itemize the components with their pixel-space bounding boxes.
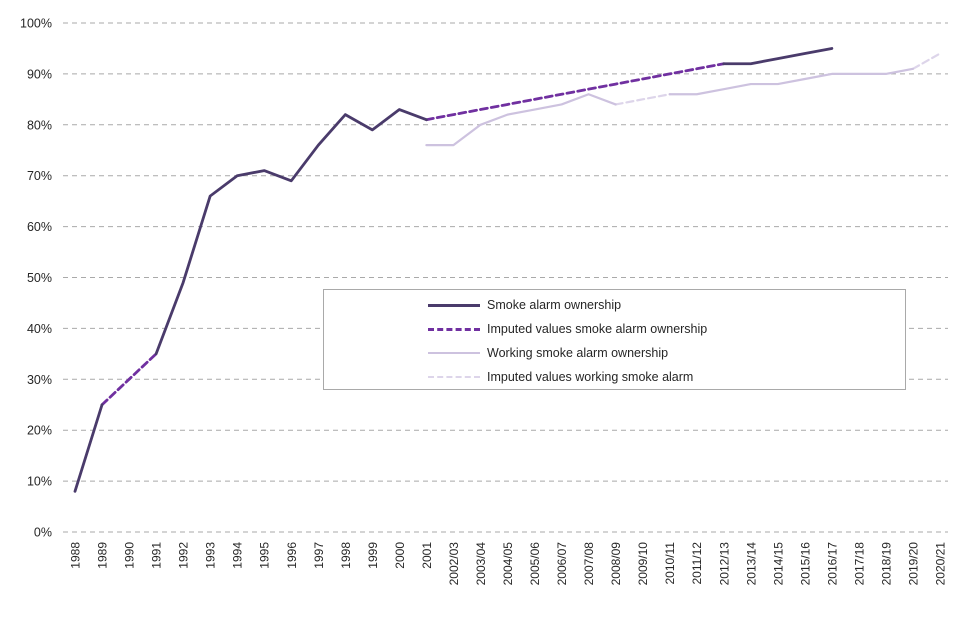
x-axis-tick-label: 2019/20 xyxy=(906,542,920,586)
x-axis-tick-label: 2006/07 xyxy=(555,542,569,586)
x-axis-tick-label: 2011/12 xyxy=(690,542,704,585)
y-axis-tick-label: 40% xyxy=(27,322,52,336)
smoke-alarm-ownership-line xyxy=(73,47,834,493)
x-axis-tick-label: 2004/05 xyxy=(501,542,515,586)
imputed-values-smoke-alarm-ownership-segment xyxy=(425,62,726,122)
x-axis-tick-label: 2012/13 xyxy=(717,542,731,586)
x-axis-tick-label: 2007/08 xyxy=(582,542,596,586)
legend-item: Imputed values working smoke alarm xyxy=(324,365,905,389)
x-axis-tick-label: 2000 xyxy=(393,542,407,569)
legend-item-label: Working smoke alarm ownership xyxy=(487,346,669,360)
y-axis-tick-label: 80% xyxy=(27,118,52,132)
x-axis-tick-label: 1999 xyxy=(366,542,380,569)
x-axis-tick-label: 2018/19 xyxy=(879,542,893,586)
working-smoke-alarm-ownership-segment xyxy=(425,93,617,147)
working-smoke-alarm-ownership-segment xyxy=(668,67,915,96)
y-axis-tick-label: 0% xyxy=(34,526,52,540)
legend-item: Imputed values smoke alarm ownership xyxy=(324,317,905,341)
x-axis-tick-label: 2015/16 xyxy=(798,542,812,586)
y-axis-tick-label: 30% xyxy=(27,373,52,387)
x-axis-tick-label: 2010/11 xyxy=(663,542,677,585)
x-axis-tick-label: 2001 xyxy=(420,542,434,569)
x-axis-tick-label: 2005/06 xyxy=(528,542,542,586)
legend-line-swatch xyxy=(428,303,480,307)
imputed-values-smoke-alarm-ownership-line xyxy=(100,62,726,407)
x-axis-tick-label: 2009/10 xyxy=(636,542,650,586)
x-axis-tick-label: 2003/04 xyxy=(474,542,488,586)
y-axis-tick-label: 20% xyxy=(27,424,52,438)
legend-line-swatch xyxy=(428,376,480,378)
imputed-values-working-smoke-alarm-line xyxy=(614,52,942,106)
x-axis-tick-label: 2013/14 xyxy=(744,542,758,586)
y-axis: 0% 10% 20% 30% 40% 50% 60% 70% 80% 90% 100% xyxy=(20,17,948,540)
x-axis-tick-label: 2014/15 xyxy=(771,542,785,586)
legend-item-label: Imputed values working smoke alarm xyxy=(487,370,694,384)
smoke-alarm-ownership-segment xyxy=(154,108,428,356)
x-axis-tick-label: 1991 xyxy=(150,542,164,569)
x-axis-tick-label: 1992 xyxy=(177,542,191,569)
x-axis-tick-label: 2017/18 xyxy=(852,542,866,586)
smoke-alarm-ownership-segment xyxy=(722,47,834,66)
x-axis-tick-label: 1990 xyxy=(123,542,137,569)
imputed-values-working-smoke-alarm-segment xyxy=(911,52,942,70)
y-axis-tick-label: 100% xyxy=(20,17,52,31)
x-axis-tick-label: 1997 xyxy=(312,542,326,569)
x-axis-tick-label: 1988 xyxy=(69,542,83,569)
y-axis-tick-label: 90% xyxy=(27,67,52,81)
y-axis-tick-label: 10% xyxy=(27,475,52,489)
x-axis-tick-label: 1989 xyxy=(96,542,110,569)
legend-line-swatch xyxy=(428,352,480,354)
x-axis-tick-label: 2020/21 xyxy=(934,542,948,586)
imputed-values-smoke-alarm-ownership-segment xyxy=(100,352,158,407)
legend-item: Smoke alarm ownership xyxy=(324,293,905,317)
y-axis-tick-label: 50% xyxy=(27,271,52,285)
x-axis-tick-label: 1998 xyxy=(339,542,353,569)
chart-legend: Smoke alarm ownership Imputed values smo… xyxy=(323,289,906,390)
x-axis-tick-label: 1993 xyxy=(204,542,218,569)
x-axis-tick-label: 2002/03 xyxy=(447,542,461,586)
smoke-alarm-ownership-segment xyxy=(73,403,104,493)
y-axis-tick-label: 70% xyxy=(27,169,52,183)
legend-line-swatch xyxy=(428,327,480,331)
working-smoke-alarm-ownership-line xyxy=(425,67,915,147)
x-axis-tick-label: 1995 xyxy=(258,542,272,569)
legend-item-label: Imputed values smoke alarm ownership xyxy=(487,322,708,336)
y-axis-tick-label: 60% xyxy=(27,220,52,234)
legend-item-label: Smoke alarm ownership xyxy=(487,298,622,312)
x-axis-tick-label: 1994 xyxy=(231,542,245,569)
x-axis-tick-label: 2008/09 xyxy=(609,542,623,586)
legend-item: Working smoke alarm ownership xyxy=(324,341,905,365)
imputed-values-working-smoke-alarm-segment xyxy=(614,93,671,106)
x-axis: 1988 1989 1990 1991 1992 1993 1994 1995 1996 1997… xyxy=(69,542,948,586)
x-axis-tick-label: 2016/17 xyxy=(825,542,839,586)
x-axis-tick-label: 1996 xyxy=(285,542,299,569)
